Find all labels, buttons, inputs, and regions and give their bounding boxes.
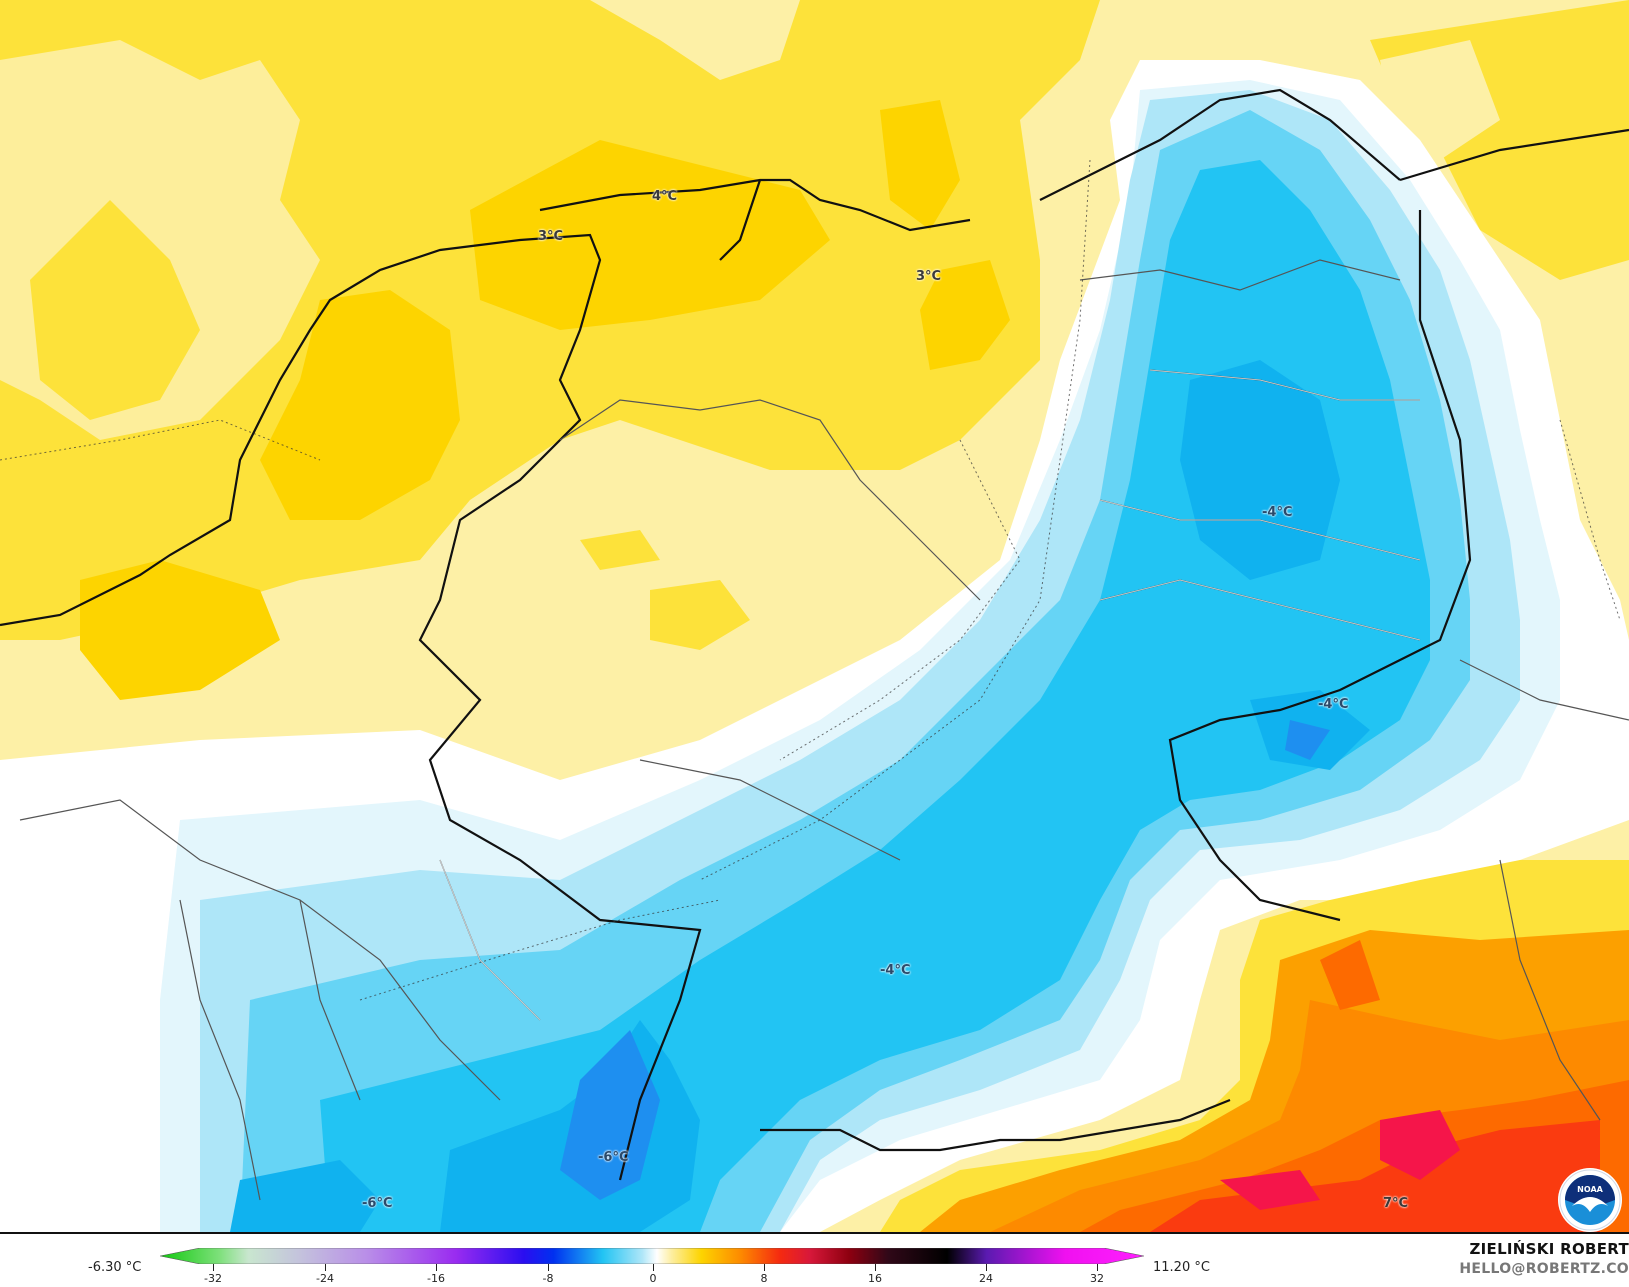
colorbar-tick-label: 8 [760,1272,768,1285]
colorbar-tick-label: 24 [979,1272,993,1285]
map-label: 7°C [1383,1196,1409,1211]
colorbar-tick-label: 16 [868,1272,882,1285]
colorbar-tick [1097,1264,1098,1271]
author-credit: ZIELIŃSKI ROBERT [1469,1240,1629,1258]
map-label: 3°C [538,229,564,244]
colorbar-tick [986,1264,987,1271]
colorbar-tick [436,1264,437,1271]
map-label: -4°C [1318,697,1349,712]
legend-footer: -6.30 °C [0,1234,1629,1287]
min-value: -6.30 °C [88,1260,142,1275]
colorbar-tick [325,1264,326,1271]
colorbar-tick [764,1264,765,1271]
colorbar-tick [548,1264,549,1271]
noaa-logo-icon: NOAA [1558,1168,1622,1232]
map-canvas [0,0,1629,1232]
colorbar-tick-label: -16 [427,1272,445,1285]
colorbar [160,1248,1144,1264]
temperature-map[interactable]: 4°C 3°C 3°C -4°C -4°C -4°C -6°C -6°C 7°C… [0,0,1629,1234]
colorbar-tick [653,1264,654,1271]
map-label: -6°C [598,1150,629,1165]
colorbar-tick-label: 0 [649,1272,657,1285]
map-label: 3°C [916,269,942,284]
map-label: -6°C [362,1196,393,1211]
map-label: -4°C [1262,505,1293,520]
colorbar-tick-label: 32 [1090,1272,1104,1285]
colorbar-tick-label: -8 [542,1272,554,1285]
colorbar-tick [213,1264,214,1271]
colorbar-tick-label: -32 [204,1272,222,1285]
max-value: 11.20 °C [1153,1260,1210,1275]
colorbar-tick-label: -24 [316,1272,334,1285]
author-email[interactable]: HELLO@ROBERTZ.CO [1459,1261,1629,1277]
svg-text:NOAA: NOAA [1577,1185,1603,1194]
map-label: -4°C [880,963,911,978]
colorbar-tick [875,1264,876,1271]
map-label: 4°C [652,189,678,204]
